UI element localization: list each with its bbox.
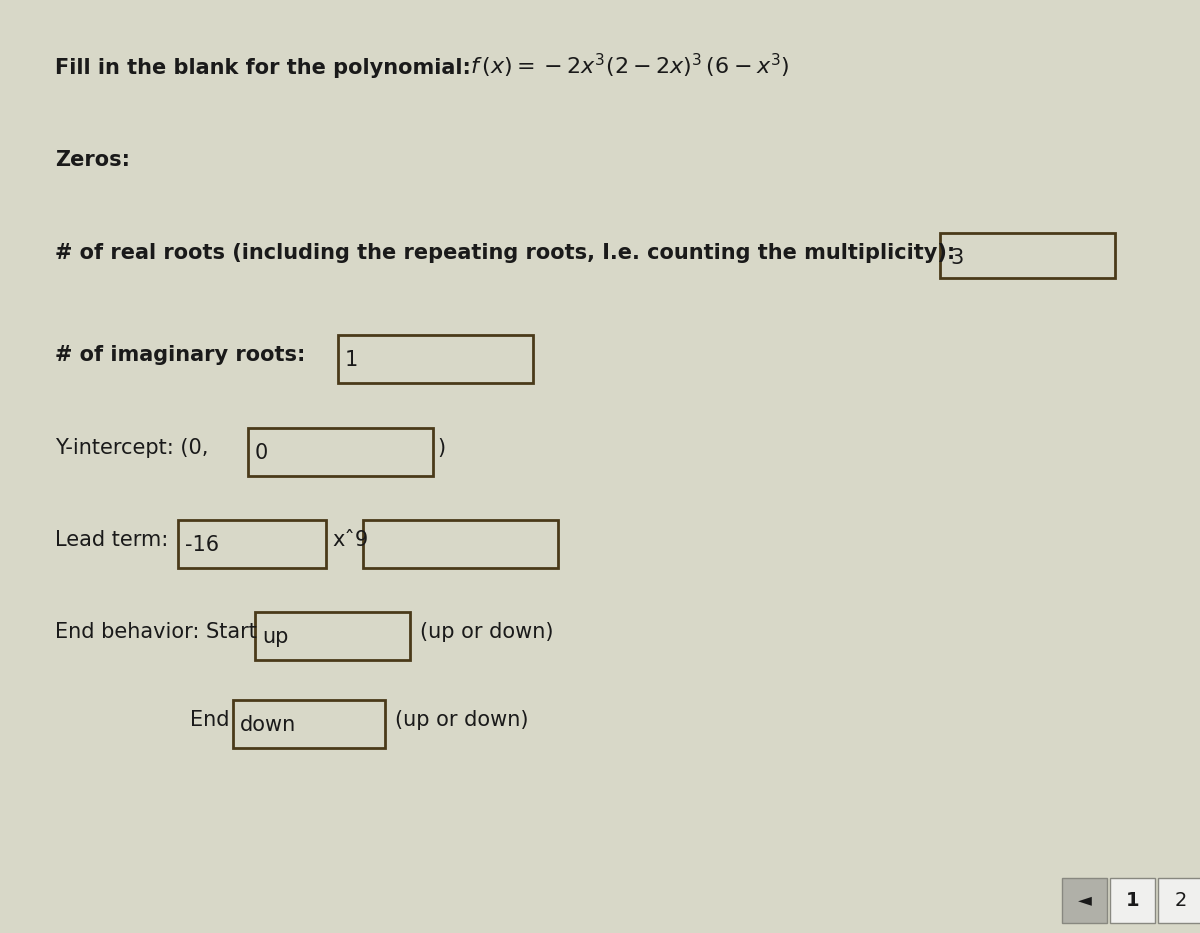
Text: ◄: ◄ [1078, 892, 1092, 910]
Text: 0: 0 [256, 443, 269, 463]
Text: End behavior: Start: End behavior: Start [55, 622, 257, 642]
FancyBboxPatch shape [1062, 878, 1108, 923]
FancyBboxPatch shape [248, 428, 433, 476]
Text: Y-intercept: (0,: Y-intercept: (0, [55, 438, 209, 458]
Text: up: up [262, 627, 288, 647]
Text: -16: -16 [185, 535, 220, 555]
Text: xˆ9: xˆ9 [332, 530, 368, 550]
Text: ): ) [437, 438, 445, 458]
Text: (up or down): (up or down) [395, 710, 528, 730]
Text: $f\,(x) = -2x^3(2-2x)^3\,(6-x^3)$: $f\,(x) = -2x^3(2-2x)^3\,(6-x^3)$ [470, 52, 790, 80]
FancyBboxPatch shape [364, 520, 558, 568]
FancyBboxPatch shape [1158, 878, 1200, 923]
FancyBboxPatch shape [256, 612, 410, 660]
Text: 2: 2 [1175, 891, 1187, 910]
Text: 1: 1 [1126, 891, 1139, 910]
Text: Lead term:: Lead term: [55, 530, 168, 550]
FancyBboxPatch shape [1110, 878, 1154, 923]
Text: 3: 3 [950, 248, 964, 268]
FancyBboxPatch shape [940, 233, 1115, 278]
Text: (up or down): (up or down) [420, 622, 553, 642]
Text: # of real roots (including the repeating roots, I.e. counting the multiplicity):: # of real roots (including the repeating… [55, 243, 955, 263]
Text: 1: 1 [346, 350, 359, 370]
Text: # of imaginary roots:: # of imaginary roots: [55, 345, 305, 365]
Text: down: down [240, 715, 296, 735]
FancyBboxPatch shape [338, 335, 533, 383]
FancyBboxPatch shape [233, 700, 385, 748]
Text: Fill in the blank for the polynomial:: Fill in the blank for the polynomial: [55, 58, 478, 78]
FancyBboxPatch shape [178, 520, 326, 568]
Text: End: End [190, 710, 229, 730]
Text: Zeros:: Zeros: [55, 150, 130, 170]
